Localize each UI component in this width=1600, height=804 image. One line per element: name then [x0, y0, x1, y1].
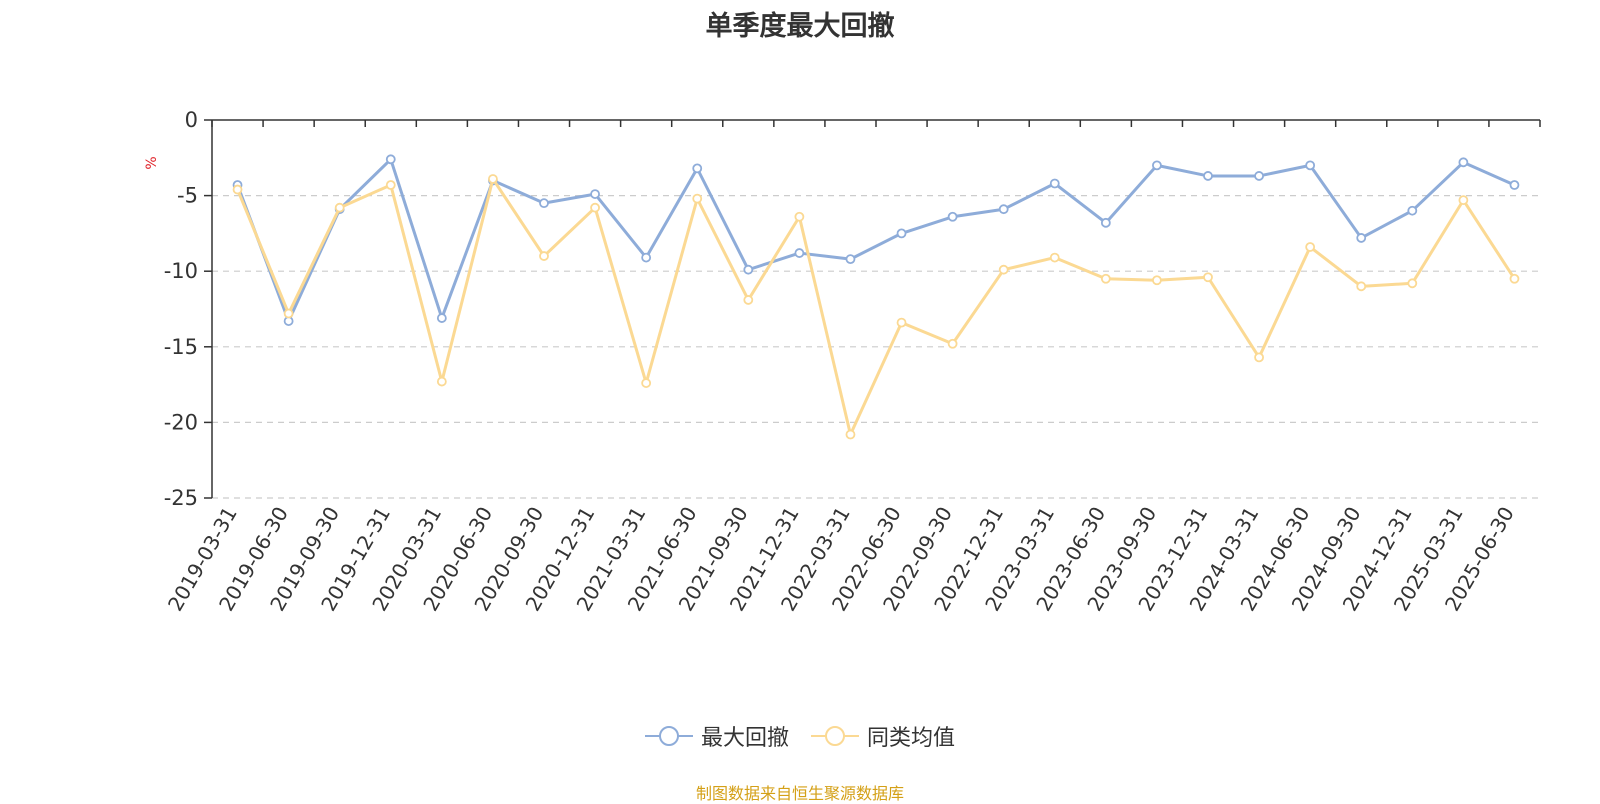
series-2-point: [641, 378, 652, 388]
series-1-point: [794, 248, 805, 258]
series-1-point: [1458, 157, 1469, 168]
y-tick-label: -20: [164, 410, 198, 434]
series-1-point: [1100, 217, 1111, 228]
series-1-point: [947, 211, 958, 222]
series-2-point: [1100, 273, 1111, 284]
series-1-point: [641, 252, 652, 263]
gridlines: [212, 195, 1540, 499]
series-2-point: [539, 251, 549, 261]
legend-label-series-1: 最大回撤: [700, 726, 789, 751]
legend-marker-series-2: [811, 726, 859, 746]
y-axis-unit-label: %: [144, 156, 160, 169]
series-2-point: [845, 429, 856, 440]
legend-label-series-2: 同类均值: [867, 726, 956, 751]
series-2-point: [1254, 352, 1264, 363]
y-tick-label: -10: [164, 259, 198, 283]
series-2-point: [232, 184, 243, 195]
series-lines: [232, 154, 1520, 440]
series-2-point: [692, 193, 703, 204]
legend-marker-series-1: [644, 726, 693, 746]
legend-item-series-2[interactable]: 同类均值: [811, 720, 955, 752]
series-1-point: [692, 163, 703, 174]
series-1-point: [743, 264, 754, 275]
series-2-point: [896, 317, 907, 328]
series-2-point: [488, 174, 498, 184]
series-1-point: [1152, 160, 1162, 171]
series-2-point: [1049, 252, 1060, 263]
series-2-point: [743, 295, 754, 305]
series-2-point: [385, 180, 396, 190]
series-1-point: [998, 204, 1009, 215]
data-source-note: 制图数据来自恒生聚源数据库: [695, 784, 904, 803]
series-1-point: [1407, 205, 1418, 216]
series-1-point: [1049, 178, 1060, 189]
y-tick-label: -25: [164, 486, 198, 510]
series-2-point: [998, 264, 1009, 275]
y-tick-label: -5: [177, 184, 198, 208]
series-1-point: [1509, 180, 1520, 190]
series-2-point: [947, 338, 958, 349]
series-line-1: [236, 157, 1516, 323]
series-2-point: [1305, 242, 1316, 252]
legend-item-series-1[interactable]: 最大回撤: [644, 720, 789, 752]
series-2-point: [1152, 275, 1162, 286]
y-tick-label: 0: [185, 108, 198, 132]
line-chart: 0-5-10-15-20-252019-03-312019-06-302019-…: [144, 108, 1541, 615]
series-2-point: [436, 376, 447, 387]
y-tick-label: -15: [164, 335, 198, 359]
series-2-point: [1509, 273, 1520, 284]
legend: 最大回撤 同类均值: [0, 720, 1600, 752]
series-2-point: [794, 211, 805, 222]
series-1-point: [1356, 233, 1367, 243]
series-2-point: [1458, 195, 1469, 206]
series-1-point: [1305, 160, 1316, 171]
series-1-point: [385, 154, 396, 165]
series-1-point: [845, 254, 856, 265]
series-2-point: [283, 308, 294, 319]
series-2-point: [1203, 272, 1213, 283]
series-1-point: [1203, 171, 1213, 181]
series-line-2: [236, 177, 1516, 436]
series-1-point: [1254, 171, 1264, 181]
series-2-point: [1356, 281, 1367, 292]
series-1-point: [539, 198, 549, 209]
axes: 0-5-10-15-20-252019-03-312019-06-302019-…: [163, 108, 1541, 615]
series-1-point: [896, 228, 907, 239]
series-2-point: [590, 202, 600, 213]
series-2-point: [334, 202, 345, 213]
series-1-point: [436, 313, 447, 323]
series-1-point: [590, 189, 600, 199]
chart-title: 单季度最大回撤: [705, 11, 895, 42]
series-2-point: [1407, 278, 1418, 289]
